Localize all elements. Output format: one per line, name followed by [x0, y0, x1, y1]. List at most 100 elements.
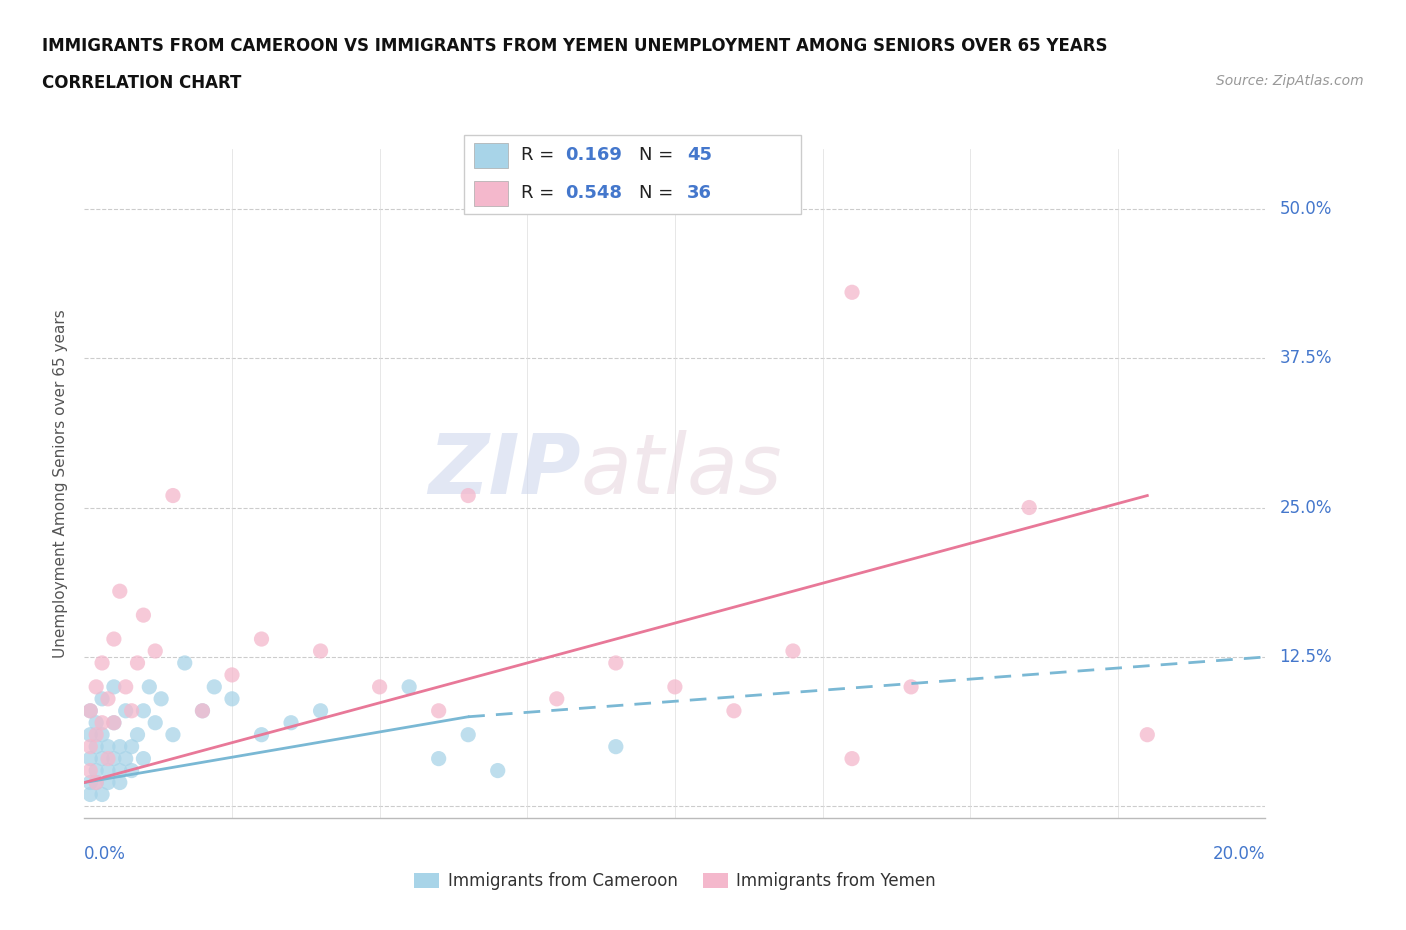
Y-axis label: Unemployment Among Seniors over 65 years: Unemployment Among Seniors over 65 years	[52, 309, 67, 658]
Point	[84, 775, 107, 790]
Point	[97, 751, 120, 766]
Text: 0.0%: 0.0%	[84, 844, 127, 863]
Point	[97, 691, 120, 706]
Legend: Immigrants from Cameroon, Immigrants from Yemen: Immigrants from Cameroon, Immigrants fro…	[408, 866, 942, 897]
FancyBboxPatch shape	[464, 135, 801, 214]
Point	[91, 691, 114, 706]
Text: Source: ZipAtlas.com: Source: ZipAtlas.com	[1216, 74, 1364, 88]
Point	[79, 703, 101, 718]
Point	[91, 787, 114, 802]
Point	[79, 787, 101, 802]
Point	[546, 691, 568, 706]
Text: 37.5%: 37.5%	[1279, 349, 1331, 367]
Point	[427, 751, 450, 766]
Point	[250, 727, 273, 742]
Point	[114, 680, 136, 695]
Point	[84, 775, 107, 790]
Point	[84, 680, 107, 695]
Text: R =: R =	[522, 146, 561, 165]
Point	[486, 764, 509, 778]
Point	[605, 739, 627, 754]
Text: 0.169: 0.169	[565, 146, 621, 165]
Point	[121, 703, 143, 718]
Point	[97, 739, 120, 754]
Point	[191, 703, 214, 718]
Point	[108, 739, 131, 754]
Point	[138, 680, 160, 695]
Point	[723, 703, 745, 718]
Point	[150, 691, 173, 706]
Point	[103, 631, 125, 646]
Point	[97, 775, 120, 790]
Point	[162, 727, 184, 742]
Point	[103, 751, 125, 766]
Point	[1136, 727, 1159, 742]
Point	[91, 656, 114, 671]
Text: N =: N =	[640, 146, 679, 165]
Point	[114, 751, 136, 766]
Point	[457, 488, 479, 503]
Point	[162, 488, 184, 503]
Point	[97, 764, 120, 778]
Point	[782, 644, 804, 658]
Point	[841, 285, 863, 299]
Point	[841, 751, 863, 766]
Point	[84, 715, 107, 730]
Point	[398, 680, 420, 695]
Text: 45: 45	[686, 146, 711, 165]
Point	[127, 656, 149, 671]
Text: 36: 36	[686, 184, 711, 203]
Point	[108, 584, 131, 599]
Point	[79, 751, 101, 766]
Point	[79, 739, 101, 754]
FancyBboxPatch shape	[474, 180, 508, 206]
Point	[103, 715, 125, 730]
Point	[143, 715, 166, 730]
Point	[84, 727, 107, 742]
Point	[191, 703, 214, 718]
Point	[309, 644, 332, 658]
Point	[121, 764, 143, 778]
Point	[202, 680, 225, 695]
Point	[132, 751, 155, 766]
Point	[103, 680, 125, 695]
Point	[457, 727, 479, 742]
Point	[103, 715, 125, 730]
Text: ZIP: ZIP	[427, 430, 581, 511]
Point	[79, 703, 101, 718]
Point	[605, 656, 627, 671]
Point	[250, 631, 273, 646]
Point	[143, 644, 166, 658]
Point	[91, 715, 114, 730]
Point	[79, 775, 101, 790]
Point	[79, 727, 101, 742]
Point	[127, 727, 149, 742]
Point	[79, 764, 101, 778]
Text: N =: N =	[640, 184, 679, 203]
Point	[309, 703, 332, 718]
Point	[108, 775, 131, 790]
Point	[1018, 500, 1040, 515]
Text: 20.0%: 20.0%	[1213, 844, 1265, 863]
Point	[221, 668, 243, 683]
Point	[114, 703, 136, 718]
Point	[132, 607, 155, 622]
Point	[91, 727, 114, 742]
Point	[121, 739, 143, 754]
Point	[900, 680, 922, 695]
Point	[108, 764, 131, 778]
Text: 12.5%: 12.5%	[1279, 648, 1331, 666]
Point	[280, 715, 302, 730]
FancyBboxPatch shape	[474, 143, 508, 168]
Point	[427, 703, 450, 718]
Text: CORRELATION CHART: CORRELATION CHART	[42, 74, 242, 92]
Point	[84, 739, 107, 754]
Point	[132, 703, 155, 718]
Point	[84, 764, 107, 778]
Point	[91, 751, 114, 766]
Text: 50.0%: 50.0%	[1279, 200, 1331, 218]
Point	[664, 680, 686, 695]
Text: 25.0%: 25.0%	[1279, 498, 1331, 516]
Text: R =: R =	[522, 184, 561, 203]
Point	[221, 691, 243, 706]
